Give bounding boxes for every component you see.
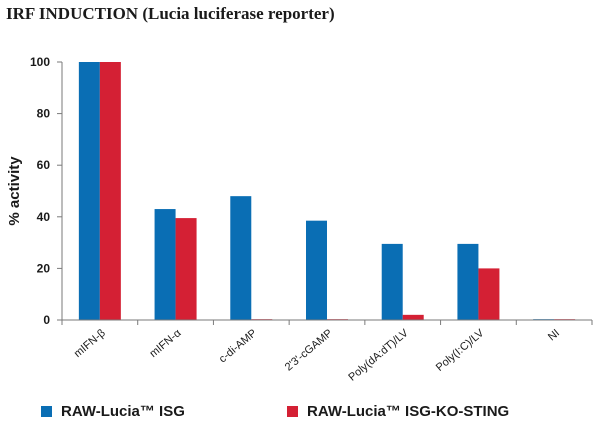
chart-title: IRF INDUCTION (Lucia luciferase reporter… bbox=[6, 4, 335, 23]
y-tick-label: 80 bbox=[37, 107, 51, 121]
bar-ko-sting-4 bbox=[402, 314, 424, 320]
bar-isg-3 bbox=[306, 220, 327, 320]
bar-isg-1 bbox=[154, 209, 176, 320]
legend-label-1: RAW-Lucia™ ISG-KO-STING bbox=[307, 403, 510, 420]
legend-item-1: RAW-Lucia™ ISG-KO-STING bbox=[287, 403, 509, 420]
x-category-label: mIFN-β bbox=[72, 327, 108, 360]
bar-isg-2 bbox=[230, 196, 252, 320]
x-category-label: mIFN-α bbox=[148, 327, 184, 360]
y-tick-label: 20 bbox=[37, 261, 51, 275]
bar-ko-sting-5 bbox=[478, 268, 500, 320]
y-tick-label: 60 bbox=[37, 158, 51, 172]
legend-swatch-1 bbox=[287, 406, 298, 417]
bars bbox=[78, 62, 576, 320]
legend-swatch-0 bbox=[41, 406, 52, 417]
y-ticks: 0 20 40 60 80 100 bbox=[30, 55, 62, 327]
x-category-label: NI bbox=[546, 327, 562, 343]
bar-isg-4 bbox=[381, 243, 403, 320]
legend-item-0: RAW-Lucia™ ISG bbox=[41, 403, 185, 420]
y-tick-label: 100 bbox=[30, 55, 50, 69]
y-axis-label-group: % activity bbox=[6, 156, 23, 226]
y-tick-label: 0 bbox=[43, 313, 50, 327]
category-labels: mIFN-β mIFN-α c-di-AMP 2'3'-cGAMP Poly(dA:dT… bbox=[72, 327, 562, 384]
bar-isg-5 bbox=[457, 243, 479, 320]
x-category-label: Poly(I:C)/LV bbox=[434, 327, 487, 374]
y-tick-label: 40 bbox=[37, 210, 51, 224]
axes bbox=[61, 62, 593, 325]
y-axis-label: % activity bbox=[6, 156, 23, 226]
bar-isg-0 bbox=[78, 62, 100, 320]
x-category-label: c-di-AMP bbox=[217, 327, 259, 365]
bar-ko-sting-1 bbox=[175, 218, 197, 320]
x-category-label: Poly(dA:dT)/LV bbox=[346, 327, 411, 384]
x-category-label: 2'3'-cGAMP bbox=[283, 327, 335, 373]
legend-label-0: RAW-Lucia™ ISG bbox=[61, 403, 185, 420]
bar-ko-sting-0 bbox=[99, 62, 121, 320]
